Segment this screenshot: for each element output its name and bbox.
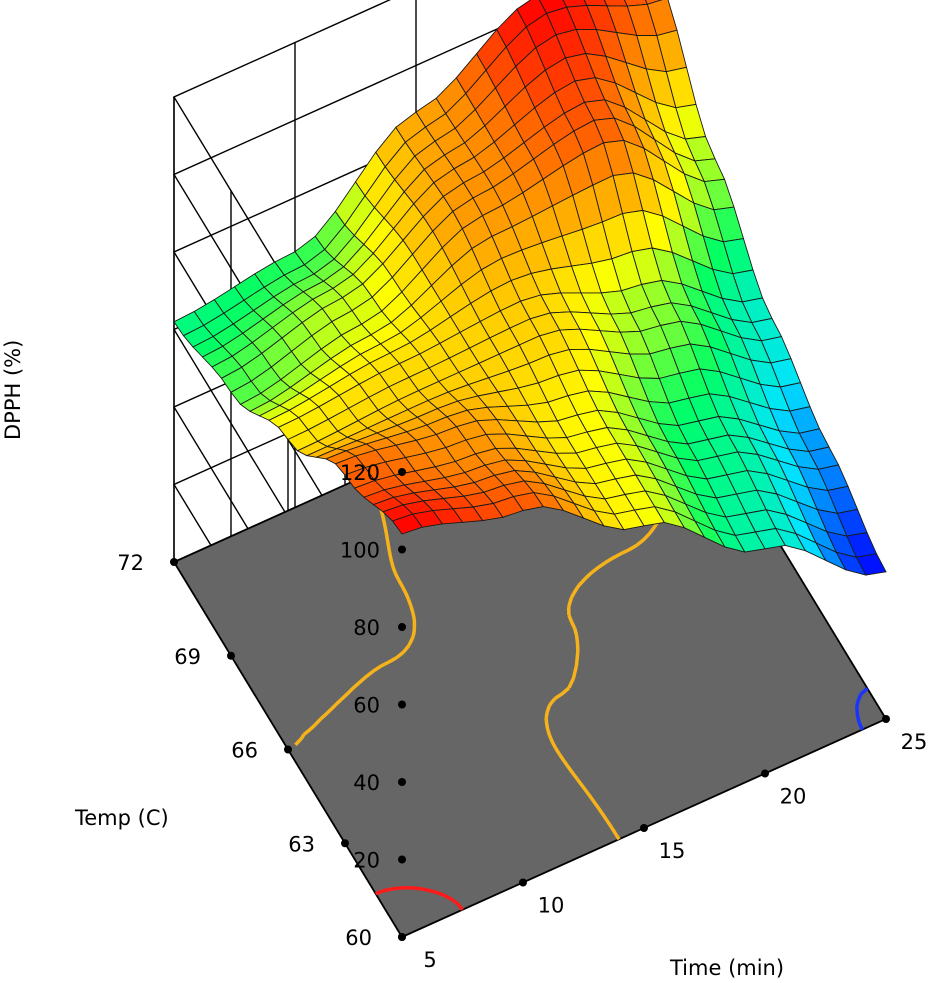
z-tick-mark xyxy=(398,545,406,554)
x-tick-mark xyxy=(640,824,648,832)
z-tick-label: 40 xyxy=(353,771,380,795)
z-tick-label: 60 xyxy=(353,694,380,718)
z-tick-mark xyxy=(398,468,406,476)
floor-contour-line xyxy=(855,687,869,731)
x-axis-title: Time (min) xyxy=(669,956,784,980)
z-tick-label: 20 xyxy=(353,849,380,873)
x-tick-label: 25 xyxy=(901,730,928,754)
x-tick-mark xyxy=(882,715,890,723)
y-tick-mark xyxy=(341,839,349,848)
z-tick-label: 120 xyxy=(340,461,380,485)
y-tick-mark xyxy=(227,651,235,660)
x-tick-mark xyxy=(519,878,527,887)
z-tick-mark xyxy=(398,623,406,631)
response-surface xyxy=(173,0,887,576)
z-tick-label: 80 xyxy=(353,616,380,640)
z-axis-title: DPPH (%) xyxy=(1,340,25,440)
axis-ticks: 20 40 60 80 100 120 60 63 66 69 72 5 10 15 20 25 xyxy=(117,461,927,972)
z-tick-label: 100 xyxy=(340,539,380,563)
y-tick-label: 72 xyxy=(117,551,144,575)
z-tick-mark xyxy=(398,778,406,786)
z-tick-mark xyxy=(398,855,406,864)
x-tick-label: 15 xyxy=(659,839,686,863)
x-tick-mark xyxy=(398,933,406,941)
y-tick-label: 60 xyxy=(345,926,372,950)
z-tick-mark xyxy=(398,700,406,709)
x-tick-label: 10 xyxy=(538,894,565,918)
surface-cell xyxy=(391,513,423,535)
y-tick-mark xyxy=(170,558,178,566)
y-axis-title: Temp (C) xyxy=(74,806,169,830)
x-tick-label: 20 xyxy=(780,785,807,809)
y-tick-label: 69 xyxy=(174,645,201,669)
x-tick-label: 5 xyxy=(423,948,436,972)
y-tick-label: 63 xyxy=(288,832,315,856)
y-tick-mark xyxy=(284,745,292,754)
x-tick-mark xyxy=(761,769,769,778)
y-tick-label: 66 xyxy=(231,739,258,763)
